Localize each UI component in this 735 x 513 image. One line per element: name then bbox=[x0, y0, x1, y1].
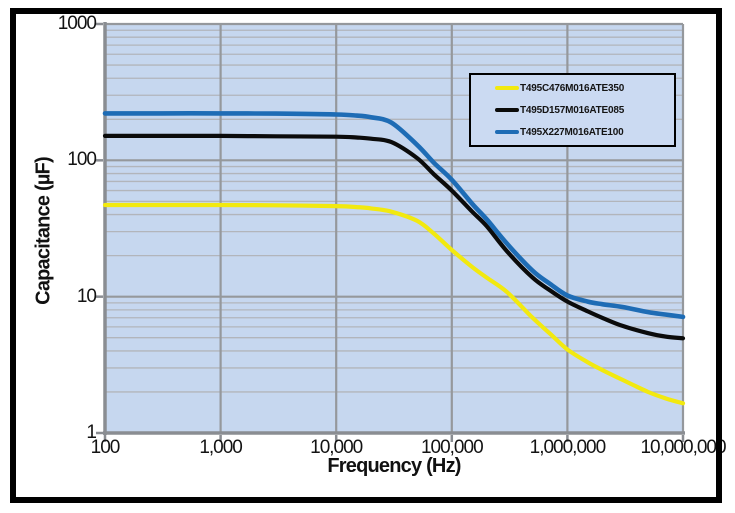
x-axis-title: Frequency (Hz) bbox=[327, 455, 461, 477]
legend-line-swatch-black bbox=[495, 108, 519, 112]
legend: T495C476M016ATE350 T495D157M016ATE085 T4… bbox=[469, 73, 676, 147]
legend-line-swatch-blue bbox=[495, 130, 519, 134]
series-curve-T495C476M016ATE350 bbox=[102, 202, 686, 406]
legend-line-swatch-yellow bbox=[495, 86, 519, 90]
legend-item: T495C476M016ATE350 bbox=[495, 78, 674, 98]
legend-label: T495X227M016ATE100 bbox=[520, 126, 624, 138]
y-axis-title: Capacitance (µF) bbox=[32, 157, 55, 305]
y-tick-label: 1000 bbox=[57, 13, 97, 34]
x-tick-label: 10,000,000 bbox=[640, 437, 726, 458]
series-curve-T495X227M016ATE100 bbox=[102, 111, 686, 320]
x-tick-label: 100,000 bbox=[420, 437, 484, 458]
legend-label: T495D157M016ATE085 bbox=[520, 104, 625, 116]
x-tick-label: 10,000 bbox=[310, 437, 363, 458]
legend-label: T495C476M016ATE350 bbox=[520, 82, 625, 94]
y-tick-label: 1 bbox=[86, 422, 97, 443]
y-tick-label: 10 bbox=[76, 285, 97, 307]
legend-item: T495D157M016ATE085 bbox=[495, 100, 674, 120]
legend-item: T495X227M016ATE100 bbox=[495, 122, 674, 142]
y-tick-label: 100 bbox=[67, 149, 97, 171]
x-tick-label: 1,000 bbox=[199, 437, 243, 458]
x-tick-label: 100 bbox=[90, 437, 121, 458]
x-tick-label: 1,000,000 bbox=[529, 437, 607, 458]
series-curve-T495D157M016ATE085 bbox=[102, 133, 686, 341]
